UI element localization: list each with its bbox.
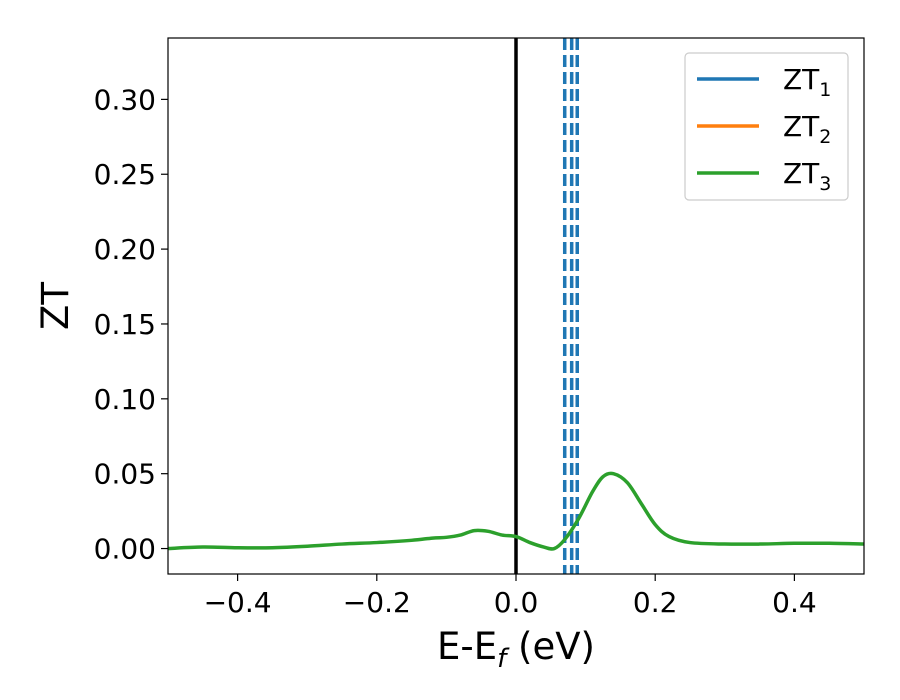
y-tick-label: 0.25	[94, 158, 156, 191]
y-axis-ticks: 0.00 0.05 0.10 0.15 0.20 0.25 0.30	[94, 83, 168, 566]
y-tick-label: 0.00	[94, 533, 156, 566]
y-tick-label: 0.15	[94, 308, 156, 341]
x-tick-label: 0.0	[494, 586, 539, 619]
x-tick-label: −0.2	[343, 586, 411, 619]
legend-label-2: ZT2	[783, 110, 831, 148]
y-tick-label: 0.05	[94, 458, 156, 491]
series-line-3	[168, 471, 864, 551]
vertical-lines	[514, 38, 579, 574]
x-axis-title-unit: (eV)	[506, 625, 595, 668]
legend-items: ZT1 ZT2 ZT3	[697, 63, 831, 195]
x-tick-label: 0.2	[633, 586, 678, 619]
y-tick-label: 0.10	[94, 383, 156, 416]
x-tick-label: 0.4	[772, 586, 817, 619]
legend-label-3: ZT3	[783, 157, 831, 195]
x-axis-title: E-Ef (eV)	[437, 625, 595, 674]
legend: ZT1 ZT2 ZT3	[684, 52, 849, 201]
y-axis-title: ZT	[34, 282, 77, 330]
legend-box	[684, 52, 849, 201]
x-axis-title-main: E-E	[437, 625, 497, 668]
x-tick-label: −0.4	[204, 586, 272, 619]
series-lines	[168, 471, 864, 551]
y-tick-label: 0.20	[94, 233, 156, 266]
x-axis-ticks: −0.4 −0.2 0.0 0.2 0.4	[204, 574, 817, 619]
y-tick-label: 0.30	[94, 83, 156, 116]
legend-label-1: ZT1	[783, 63, 831, 101]
